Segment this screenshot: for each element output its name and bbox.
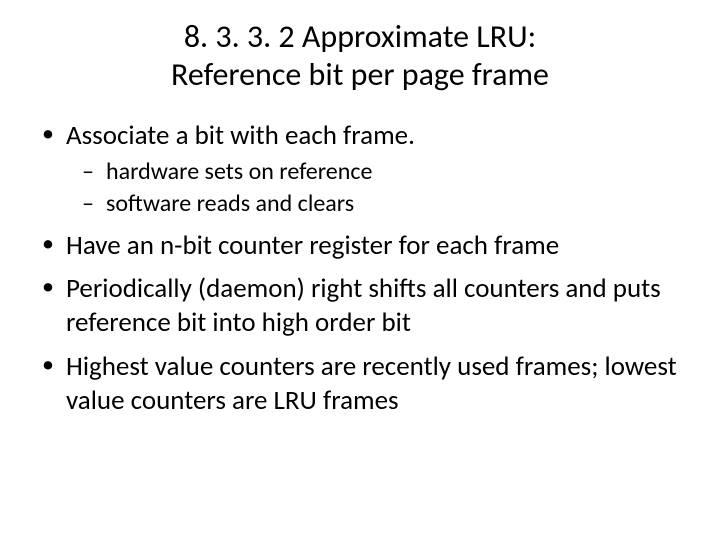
sub-bullet-list: hardware sets on reference software read… [66, 157, 682, 219]
sub-bullet-item: hardware sets on reference [80, 157, 682, 187]
sub-bullet-text: hardware sets on reference [106, 157, 372, 186]
bullet-item: Have an n-bit counter register for each … [38, 229, 682, 263]
sub-bullet-text: software reads and clears [106, 189, 354, 218]
bullet-text: Have an n-bit counter register for each … [66, 229, 559, 262]
slide: 8. 3. 3. 2 Approximate LRU: Reference bi… [0, 0, 720, 540]
bullet-item: Highest value counters are recently used… [38, 350, 682, 418]
bullet-text: Associate a bit with each frame. [66, 119, 415, 152]
bullet-list: Associate a bit with each frame. hardwar… [38, 119, 682, 428]
slide-title: 8. 3. 3. 2 Approximate LRU: Reference bi… [38, 18, 682, 95]
bullet-item: Associate a bit with each frame. hardwar… [38, 119, 682, 219]
bullet-text: Periodically (daemon) right shifts all c… [66, 272, 661, 339]
title-line-1: 8. 3. 3. 2 Approximate LRU: [184, 17, 536, 56]
sub-bullet-item: software reads and clears [80, 189, 682, 219]
title-line-2: Reference bit per page frame [171, 55, 549, 94]
bullet-item: Periodically (daemon) right shifts all c… [38, 272, 682, 340]
bullet-text: Highest value counters are recently used… [66, 350, 677, 417]
